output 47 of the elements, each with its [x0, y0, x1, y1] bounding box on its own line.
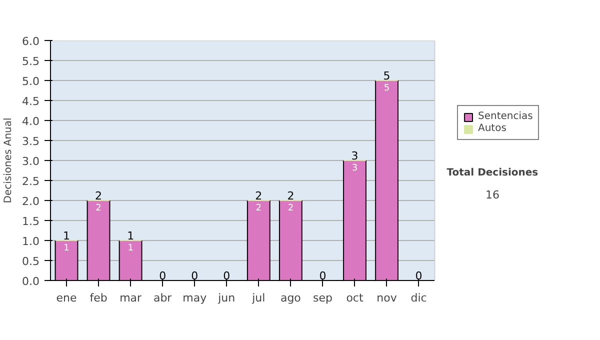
total-label: 1: [63, 230, 70, 242]
legend-label: Autos: [478, 123, 506, 134]
total-label: 0: [223, 270, 230, 282]
text: 2.0: [22, 195, 40, 208]
text: 0.5: [22, 255, 40, 268]
x-tick-label: oct: [346, 292, 364, 304]
text: 5.5: [22, 55, 40, 68]
x-tick-label: mar: [120, 292, 142, 304]
total-label: 0: [191, 270, 198, 282]
data-label: 2: [256, 204, 262, 214]
total-label: 5: [383, 70, 390, 82]
text: 2.5: [22, 175, 40, 188]
x-tick-label: dic: [410, 292, 427, 304]
x-tick-label: sep: [312, 292, 332, 304]
data-label: 2: [96, 204, 102, 214]
x-tick-label: abr: [153, 292, 172, 304]
total-label: 2: [255, 190, 262, 202]
text: 6.0: [22, 35, 40, 48]
x-tick-label: jul: [251, 292, 266, 304]
legend-label: Sentencias: [478, 111, 533, 122]
text: 1.5: [22, 215, 40, 228]
x-tick-label: ago: [280, 292, 302, 304]
text: 3.5: [22, 135, 40, 148]
text: Total Decisiones: [446, 168, 538, 178]
text: 3.0: [22, 155, 40, 168]
x-tick-label: feb: [90, 292, 108, 304]
total-label: 2: [95, 190, 102, 202]
data-label: 1: [64, 244, 70, 254]
x-tick-label: may: [182, 292, 208, 304]
data-label: 1: [128, 244, 134, 254]
text: 16: [485, 188, 500, 202]
x-tick-label: jun: [217, 292, 236, 304]
text: 4.0: [22, 115, 40, 128]
text: 4.5: [22, 95, 40, 108]
total-label: 3: [351, 150, 358, 162]
x-tick-label: nov: [376, 292, 398, 304]
text: 5.0: [22, 75, 40, 88]
text: 1.0: [22, 235, 40, 248]
total-label: 0: [159, 270, 166, 282]
data-label: 3: [352, 164, 358, 174]
data-label: 5: [384, 84, 390, 94]
x-tick-label: ene: [56, 292, 77, 304]
total-label: 1: [127, 230, 134, 242]
data-label: 2: [288, 204, 294, 214]
y-axis-title: Decisiones Anual: [3, 118, 14, 204]
total-label: 2: [287, 190, 294, 202]
text: 0.0: [22, 275, 40, 288]
